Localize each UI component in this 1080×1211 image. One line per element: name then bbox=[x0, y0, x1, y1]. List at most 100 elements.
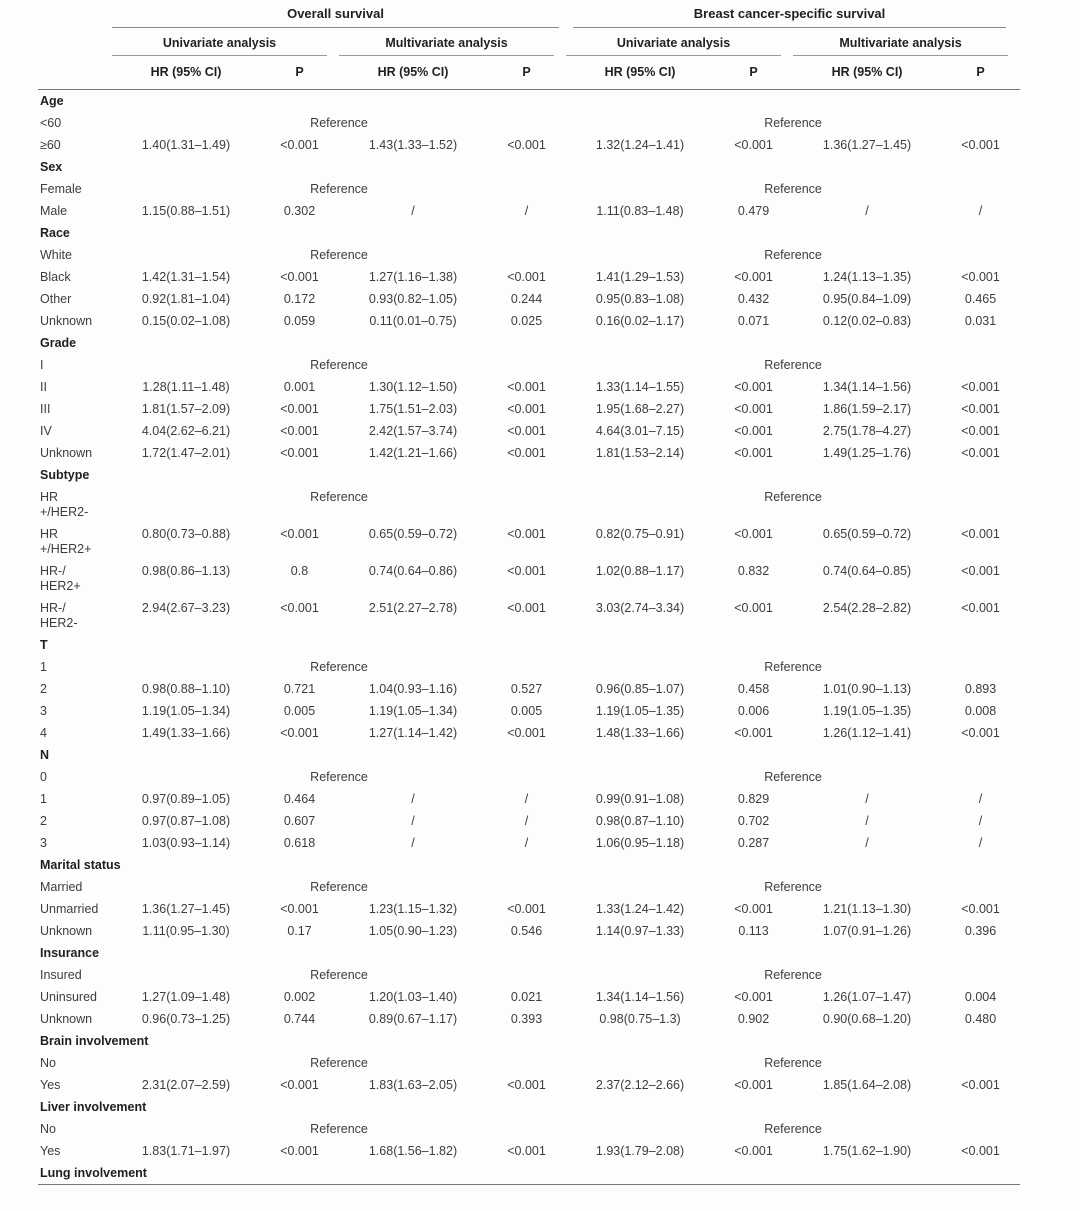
hr-ci-cell: 1.19(1.05–1.34) bbox=[141, 703, 231, 718]
p-value-cell: <0.001 bbox=[507, 1143, 546, 1158]
section-label: Sex bbox=[40, 159, 63, 174]
p-value-cell: 0.832 bbox=[737, 563, 770, 578]
hr-ci-cell: 0.15(0.02–1.08) bbox=[141, 313, 231, 328]
reference-cell: Reference bbox=[310, 247, 368, 262]
hr-ci-cell: 2.75(1.78–4.27) bbox=[822, 423, 912, 438]
hr-ci-cell: 1.43(1.33–1.52) bbox=[368, 137, 458, 152]
reference-cell: Reference bbox=[310, 967, 368, 982]
hr-ci-column-header: HR (95% CI) bbox=[566, 56, 715, 90]
table-row: 3 1.19(1.05–1.34) 0.005 1.19(1.05–1.34) 0.00… bbox=[38, 700, 1020, 722]
table-row: III 1.81(1.57–2.09) <0.001 1.75(1.51–2.03) <… bbox=[38, 398, 1020, 420]
hr-ci-column-header: HR (95% CI) bbox=[112, 56, 260, 90]
p-value-cell: 0.17 bbox=[287, 923, 312, 938]
p-value-cell: 0.432 bbox=[737, 291, 770, 306]
p-value-cell: 0.744 bbox=[283, 1011, 316, 1026]
p-value-cell: <0.001 bbox=[734, 989, 773, 1004]
p-value-cell: 0.008 bbox=[964, 703, 997, 718]
hr-ci-cell: 0.65(0.59–0.72) bbox=[822, 526, 912, 541]
p-value-cell: 0.172 bbox=[283, 291, 316, 306]
hr-ci-cell: 0.97(0.89–1.05) bbox=[141, 791, 231, 806]
hr-ci-cell: / bbox=[411, 203, 415, 218]
hr-ci-cell: 1.42(1.31–1.54) bbox=[141, 269, 231, 284]
p-value-cell: 0.059 bbox=[283, 313, 316, 328]
table-row: No Reference Reference bbox=[38, 1118, 1020, 1140]
hr-ci-cell: 1.05(0.90–1.23) bbox=[368, 923, 458, 938]
section-label: Marital status bbox=[40, 857, 121, 872]
p-value-cell: <0.001 bbox=[507, 563, 546, 578]
row-label: Yes bbox=[40, 1077, 61, 1092]
section-label: Brain involvement bbox=[40, 1033, 149, 1048]
hr-ci-cell: 1.19(1.05–1.34) bbox=[368, 703, 458, 718]
breast-cancer-specific-survival-header: Breast cancer-specific survival bbox=[573, 6, 1007, 28]
p-value-cell: 0.902 bbox=[737, 1011, 770, 1026]
hr-ci-cell: 1.93(1.79–2.08) bbox=[595, 1143, 685, 1158]
p-value-cell: 0.393 bbox=[510, 1011, 543, 1026]
table-row: Insured Reference Reference bbox=[38, 964, 1020, 986]
hr-ci-cell: 1.19(1.05–1.35) bbox=[595, 703, 685, 718]
hr-ci-cell: 1.34(1.14–1.56) bbox=[822, 379, 912, 394]
row-label: Unknown bbox=[40, 923, 93, 938]
hr-ci-cell: 1.27(1.09–1.48) bbox=[141, 989, 231, 1004]
p-value-cell: 0.480 bbox=[964, 1011, 997, 1026]
hr-ci-cell: 0.95(0.84–1.09) bbox=[822, 291, 912, 306]
hr-ci-cell: 1.26(1.12–1.41) bbox=[822, 725, 912, 740]
table-row: Yes 1.83(1.71–1.97) <0.001 1.68(1.56–1.82) <… bbox=[38, 1140, 1020, 1162]
hr-ci-cell: 4.64(3.01–7.15) bbox=[595, 423, 685, 438]
table-row: Male 1.15(0.88–1.51) 0.302 / / 1.11(0.83–1.48… bbox=[38, 200, 1020, 222]
section-header-row: Sex bbox=[38, 156, 1020, 178]
p-value-cell: <0.001 bbox=[507, 526, 546, 541]
reference-cell: Reference bbox=[764, 1121, 822, 1136]
p-value-cell: 0.8 bbox=[290, 563, 309, 578]
table-row: 2 0.98(0.88–1.10) 0.721 1.04(0.93–1.16) 0.52… bbox=[38, 678, 1020, 700]
hr-ci-cell: 0.92(1.81–1.04) bbox=[141, 291, 231, 306]
row-label: <60 bbox=[40, 115, 62, 130]
hr-ci-cell: 1.68(1.56–1.82) bbox=[368, 1143, 458, 1158]
section-header-row: T bbox=[38, 634, 1020, 656]
p-value-cell: <0.001 bbox=[961, 1143, 1000, 1158]
table-row: 0 Reference Reference bbox=[38, 766, 1020, 788]
hr-ci-cell: 0.16(0.02–1.17) bbox=[595, 313, 685, 328]
p-value-cell: 0.287 bbox=[737, 835, 770, 850]
p-value-cell: / bbox=[524, 813, 529, 828]
hr-ci-cell: 1.24(1.13–1.35) bbox=[822, 269, 912, 284]
hr-ci-cell: 1.06(0.95–1.18) bbox=[595, 835, 685, 850]
table-row: II 1.28(1.11–1.48) 0.001 1.30(1.12–1.50) <0.… bbox=[38, 376, 1020, 398]
section-label: Liver involvement bbox=[40, 1099, 147, 1114]
p-value-cell: 0.458 bbox=[737, 681, 770, 696]
hr-ci-cell: / bbox=[865, 835, 869, 850]
hr-ci-cell: 1.33(1.14–1.55) bbox=[595, 379, 685, 394]
header-spacer bbox=[38, 6, 112, 28]
reference-cell: Reference bbox=[764, 659, 822, 674]
hr-ci-cell: 1.49(1.33–1.66) bbox=[141, 725, 231, 740]
hr-ci-cell: 1.11(0.83–1.48) bbox=[596, 203, 684, 218]
hr-ci-cell: 1.32(1.24–1.41) bbox=[595, 137, 685, 152]
p-value-cell: <0.001 bbox=[280, 401, 319, 416]
table-row: Unknown 0.15(0.02–1.08) 0.059 0.11(0.01–0.7… bbox=[38, 310, 1020, 332]
section-label: Race bbox=[40, 225, 70, 240]
reference-cell: Reference bbox=[310, 489, 368, 504]
p-value-cell: <0.001 bbox=[280, 269, 319, 284]
hr-ci-cell: 1.03(0.93–1.14) bbox=[141, 835, 231, 850]
row-label: 3 bbox=[40, 703, 47, 718]
row-label: Unknown bbox=[40, 445, 93, 460]
hr-ci-cell: 0.96(0.73–1.25) bbox=[141, 1011, 231, 1026]
table-row: 2 0.97(0.87–1.08) 0.607 / / 0.98(0.87–1.10) 0.… bbox=[38, 810, 1020, 832]
hr-ci-cell: 2.54(2.28–2.82) bbox=[822, 600, 912, 615]
hr-ci-cell: / bbox=[865, 203, 869, 218]
row-label: 1 bbox=[40, 659, 47, 674]
os-multivariate-header: Multivariate analysis bbox=[339, 28, 555, 56]
hr-ci-cell: 1.33(1.24–1.42) bbox=[595, 901, 685, 916]
hr-ci-cell: 2.37(2.12–2.66) bbox=[595, 1077, 685, 1092]
row-label: HR +/HER2- bbox=[40, 489, 89, 519]
p-value-cell: / bbox=[524, 835, 529, 850]
p-value-cell: 0.025 bbox=[510, 313, 543, 328]
row-label: 3 bbox=[40, 835, 47, 850]
reference-cell: Reference bbox=[764, 115, 822, 130]
row-label: IV bbox=[40, 423, 52, 438]
hr-ci-cell: / bbox=[865, 791, 869, 806]
hr-ci-cell: 0.65(0.59–0.72) bbox=[368, 526, 458, 541]
hr-ci-cell: 1.30(1.12–1.50) bbox=[368, 379, 458, 394]
hr-ci-cell: 1.19(1.05–1.35) bbox=[822, 703, 912, 718]
p-value-cell: <0.001 bbox=[280, 1143, 319, 1158]
p-value-cell: <0.001 bbox=[734, 526, 773, 541]
